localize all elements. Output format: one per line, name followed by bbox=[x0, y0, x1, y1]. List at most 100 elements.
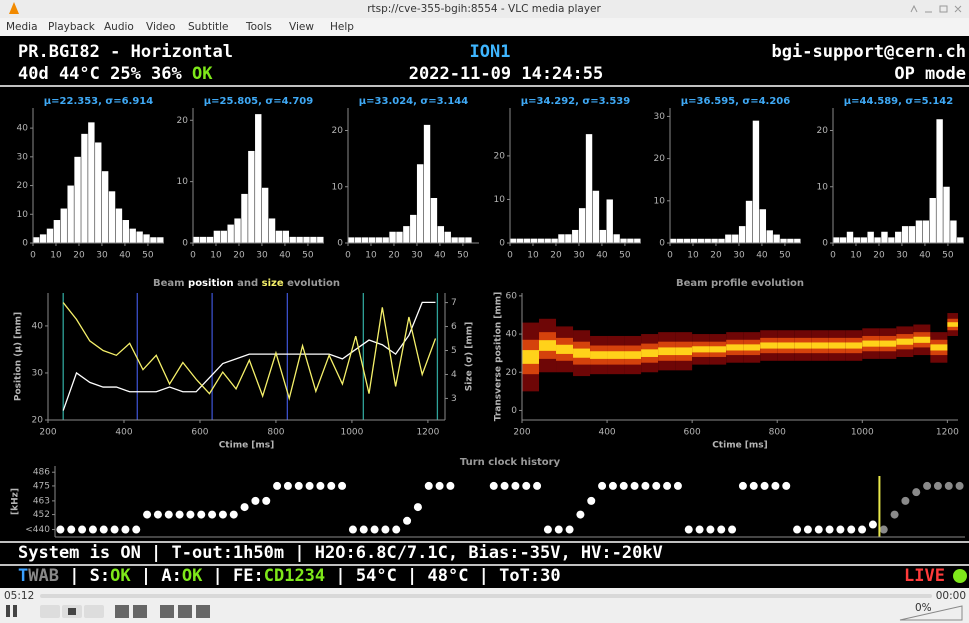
menu-item[interactable]: Media bbox=[6, 21, 38, 33]
clock-point bbox=[110, 525, 119, 534]
profile-cell bbox=[692, 346, 710, 353]
y-tick-label: 20 bbox=[332, 126, 344, 136]
clock-point bbox=[88, 525, 97, 534]
clock-point bbox=[67, 525, 76, 534]
clock-point bbox=[706, 525, 715, 534]
live-indicator bbox=[953, 569, 967, 583]
extended-button[interactable] bbox=[133, 605, 147, 618]
histogram-bar bbox=[81, 133, 88, 243]
histogram-bar bbox=[444, 231, 451, 243]
y-tick-label: 0 bbox=[659, 239, 665, 249]
profile-cell bbox=[913, 336, 931, 343]
histogram-bar bbox=[957, 237, 964, 243]
histogram-bar bbox=[348, 237, 355, 243]
histogram-bar bbox=[516, 238, 524, 243]
histogram-bar bbox=[634, 238, 641, 243]
y-tick-label: 60 bbox=[506, 291, 518, 301]
title-word: size bbox=[262, 278, 284, 289]
histogram-bar bbox=[255, 114, 262, 244]
histogram-bar bbox=[704, 238, 711, 243]
profile-cell bbox=[641, 349, 659, 357]
menu-item[interactable]: Help bbox=[330, 21, 354, 33]
x-tick-label: 30 bbox=[896, 251, 908, 261]
clock-point bbox=[305, 481, 314, 490]
menu-item[interactable]: View bbox=[289, 21, 314, 33]
x-tick-label: 50 bbox=[619, 251, 631, 261]
histogram-bar bbox=[839, 237, 847, 243]
chart-title: Beam position and size evolution bbox=[153, 278, 340, 289]
histogram-bar bbox=[150, 237, 157, 243]
histogram-bar bbox=[220, 230, 227, 243]
profile-cell bbox=[624, 351, 642, 359]
histogram-bar bbox=[39, 234, 47, 243]
histogram-bar bbox=[874, 237, 881, 243]
video-area bbox=[0, 36, 969, 588]
histogram-bar bbox=[572, 229, 579, 243]
histogram-bar bbox=[465, 237, 472, 243]
clock-point bbox=[164, 510, 173, 519]
profile-cell bbox=[743, 344, 761, 351]
menu-item[interactable]: Audio bbox=[104, 21, 134, 33]
x-tick-label: 10 bbox=[210, 251, 222, 261]
clock-point bbox=[78, 525, 87, 534]
status-segment: CD1234 bbox=[264, 566, 325, 586]
clock-point bbox=[413, 503, 422, 512]
histogram-bar bbox=[745, 200, 753, 243]
prev-button[interactable] bbox=[40, 605, 60, 618]
clock-point bbox=[803, 525, 812, 534]
clock-point bbox=[543, 525, 552, 534]
menu-item[interactable]: Playback bbox=[48, 21, 96, 33]
clock-point bbox=[825, 525, 834, 534]
y-tick-label: <440 bbox=[25, 525, 50, 535]
window-title: rtsp://cve-355-bgih:8554 - VLC media pla… bbox=[367, 3, 601, 15]
histogram-bar bbox=[213, 230, 221, 243]
clock-point bbox=[879, 525, 888, 534]
shuffle-button[interactable] bbox=[196, 605, 210, 618]
menu-item[interactable]: Subtitle bbox=[188, 21, 229, 33]
pause-button-bar[interactable] bbox=[13, 605, 17, 617]
menu-item[interactable]: Tools bbox=[245, 21, 272, 33]
histogram-bar bbox=[794, 238, 801, 243]
contact: bgi-support@cern.ch bbox=[772, 42, 966, 62]
x-tick-label: 600 bbox=[191, 428, 208, 438]
histogram-bar bbox=[437, 226, 445, 243]
clock-point bbox=[500, 481, 509, 490]
histogram-bar bbox=[530, 238, 538, 243]
profile-cell bbox=[896, 338, 914, 345]
histogram-bar bbox=[317, 236, 324, 243]
clock-point bbox=[446, 481, 455, 490]
volume-slider[interactable] bbox=[899, 605, 963, 621]
fullscreen-button[interactable] bbox=[115, 605, 129, 618]
histogram-bar bbox=[922, 220, 930, 243]
histogram-bar bbox=[289, 236, 296, 243]
window-controls[interactable] bbox=[910, 4, 962, 13]
clock-point bbox=[641, 481, 650, 490]
status-segment: OK bbox=[182, 566, 203, 586]
x-axis-label: Ctime [ms] bbox=[219, 441, 275, 451]
histogram-bar bbox=[157, 237, 164, 243]
pause-button[interactable] bbox=[6, 605, 10, 617]
clock-point bbox=[522, 481, 531, 490]
clock-point bbox=[782, 481, 791, 490]
profile-cell bbox=[811, 342, 829, 349]
menu-item[interactable]: Video bbox=[146, 21, 175, 33]
x-tick-label: 1000 bbox=[851, 428, 874, 438]
subsystem-status: TWAB | S:OK | A:OK | FE:CD1234 | 54°C | … bbox=[18, 566, 561, 586]
playlist-button[interactable] bbox=[160, 605, 174, 618]
clock-point bbox=[912, 488, 921, 497]
chart-title: Turn clock history bbox=[460, 457, 561, 468]
histogram-bar bbox=[613, 234, 620, 243]
seek-bar[interactable] bbox=[40, 594, 932, 598]
clock-point bbox=[338, 481, 347, 490]
histogram-bar bbox=[523, 238, 531, 243]
clock-point bbox=[695, 525, 704, 534]
next-button[interactable] bbox=[84, 605, 104, 618]
x-tick-label: 1200 bbox=[416, 428, 439, 438]
clock-point bbox=[251, 496, 260, 505]
status-segment: | S: bbox=[59, 566, 110, 586]
y-tick-label: 0 bbox=[22, 239, 28, 249]
loop-button[interactable] bbox=[178, 605, 192, 618]
histogram-bar bbox=[759, 209, 767, 243]
clock-point bbox=[890, 510, 899, 519]
clock-point bbox=[630, 481, 639, 490]
